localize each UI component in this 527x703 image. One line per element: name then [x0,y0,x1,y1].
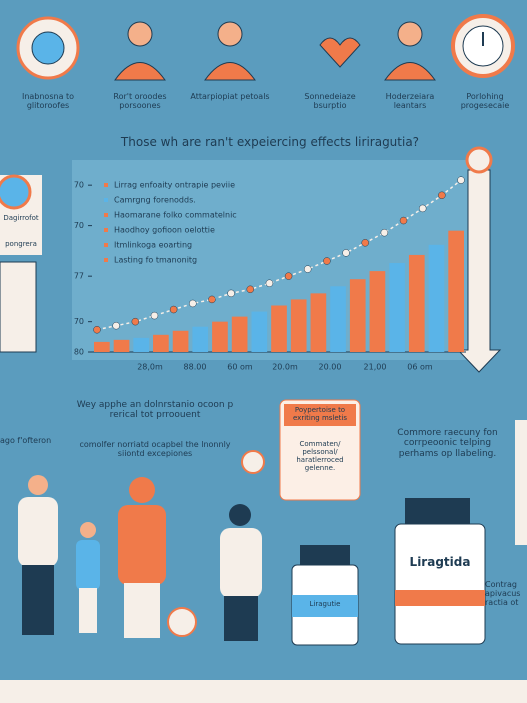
bar [251,311,268,352]
left-card-subtitle: pongrera [5,240,37,248]
arrow-head-icon [465,146,493,174]
trend-dot [208,295,216,304]
y-tick-label: 70 [74,221,84,230]
legend-label: Haomarane folko commatelnic [114,211,237,220]
bar [212,321,228,352]
icon-label: Inabnosna to glitoroofes [21,92,75,111]
legend-label: Lasting fo tmanonitg [114,256,197,265]
trend-dot [169,305,178,314]
bottle-label: Liragtida [409,555,471,569]
icon-label: Ror't oroodes porsoones [113,92,167,111]
bar [231,316,248,352]
bar [408,254,425,352]
trend-dot [284,272,293,280]
trend-dot [246,285,255,294]
y-tick-label: 70 [74,181,84,190]
trend-dot [303,265,312,273]
trend-dot [399,216,408,225]
right-card [515,420,527,545]
bar [448,230,464,352]
arrow [456,169,502,373]
legend-swatch [104,213,108,217]
lower-body: comolfer norriatd ocapbel the lnonnly si… [79,440,231,459]
trend-dot [323,257,331,265]
trend-dot [189,299,197,308]
bottles [291,498,486,646]
legend-label: Camrgng forenodds. [114,196,196,205]
icon-label: Porlohing progesecaie [460,92,510,111]
legend-label: Itmlinkoga eoarting [114,241,192,250]
trend-dot [131,317,140,326]
plus-icon [241,450,265,474]
legend-swatch [104,198,108,202]
lower-side: ago f'ofteron [0,436,52,445]
trend-dot [265,279,274,287]
trend-dot [457,176,465,184]
legend-label: Haodhoy gofioon oelottie [114,226,215,235]
trend-dot [150,311,159,320]
lower-heading: Wey apphe an dolnrstanio ocoon p rerical… [76,400,234,421]
bar [349,279,366,352]
legend-swatch [104,243,108,247]
x-tick-label: 20.0m [272,363,298,372]
trend-dot [380,228,389,237]
right-note: Commore raecuny fon corrpeoonic telping … [397,428,498,459]
people [18,475,262,641]
trend-dot [93,326,101,334]
bar [330,286,346,352]
icons [16,14,515,81]
trend-dot [438,191,446,200]
left-card-title: Dagirrofot [3,214,39,222]
bottle-label: Liragutie [309,600,341,608]
trend-dot [418,204,427,213]
y-tick-label: 77 [74,272,84,281]
bar [369,271,386,352]
trend-dot [112,321,120,330]
trend-dot [342,249,350,257]
x-tick-label: 21,00 [364,363,387,372]
legend-swatch [104,183,108,187]
card-body: Commaten/ pelssonal/ haratlerroced gelen… [296,440,344,473]
x-tick-label: 28,0m [137,363,163,372]
y-tick-label: 70 [74,317,84,326]
x-tick-label: 60 om [227,363,253,372]
trend-dot [227,289,235,298]
x-tick-label: 20.00 [319,363,342,372]
pie-icon [0,174,32,210]
bar [94,341,110,352]
mini-chart [0,261,37,353]
bar [133,337,150,352]
bar [290,299,307,352]
x-tick-label: 06 om [407,363,433,372]
legend-swatch [104,258,108,262]
bar [192,326,209,352]
bar [113,339,130,352]
bar [153,334,169,352]
icon-label: Attarpiopiat petoals [190,92,270,101]
legend-swatch [104,228,108,232]
card-header [284,404,356,426]
bar [172,330,189,352]
x-icon [167,607,197,637]
y-tick-label: 80 [74,348,84,357]
bar [310,293,327,352]
legend-label: Lirrag enfoaity ontrapie peviie [114,181,235,190]
icon-label: Sonnedeiaze bsurptio [304,92,356,111]
bar [271,305,287,352]
x-tick-label: 88.00 [184,363,207,372]
title: Those wh are ran't expeiercing effects l… [120,135,420,149]
bar [389,263,405,352]
right-bottom: Contrag apivacus ractia ot [485,580,521,608]
trend-dot [361,239,369,247]
card-title: Poypertoise to exriting msletis [293,406,347,423]
bar [428,244,445,352]
icon-label: Hoderzeiara leantars [385,92,435,111]
